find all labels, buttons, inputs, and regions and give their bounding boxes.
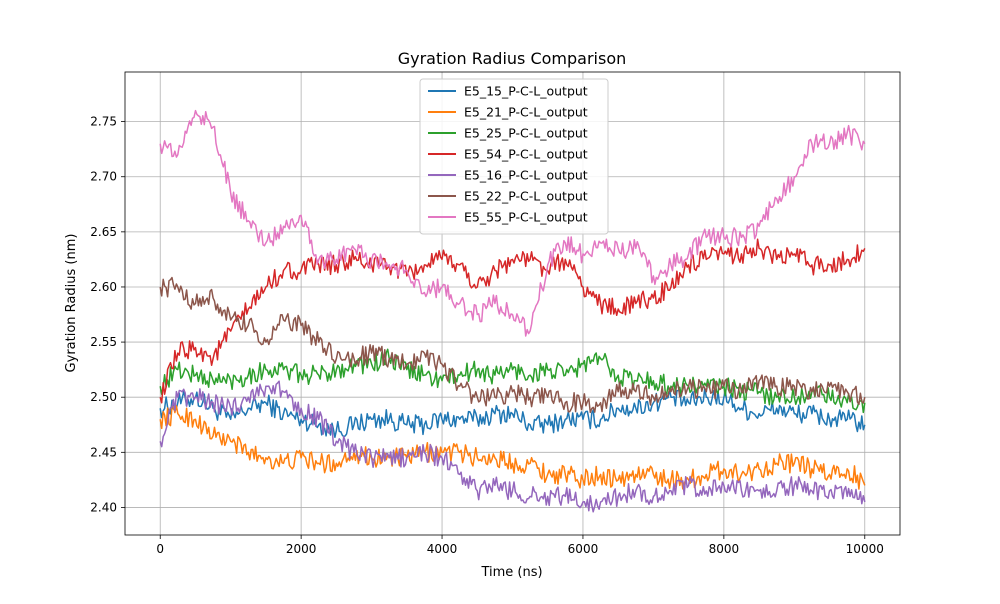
y-tick-label: 2.40: [90, 500, 117, 514]
series-lines: [159, 109, 866, 513]
series-line-E5_15_P-C-L_output: [159, 387, 866, 439]
y-tick-label: 2.65: [90, 225, 117, 239]
legend-box: [419, 78, 609, 235]
axis-ticks: 0 2000 4000 6000 8000 10000 2.40 2.45 2.50 2.55 2.…: [90, 115, 884, 556]
y-tick-label: 2.60: [90, 280, 117, 294]
legend-label: E5_54_P-C-L_output: [464, 147, 588, 162]
y-axis-label: Gyration Radius (nm): [64, 234, 79, 373]
legend-label: E5_22_P-C-L_output: [464, 189, 588, 204]
y-tick-label: 2.50: [90, 390, 117, 404]
x-tick-label: 8000: [709, 542, 740, 556]
y-tick-label: 2.45: [90, 445, 117, 459]
y-tick-label: 2.75: [90, 115, 117, 129]
series-line-E5_25_P-C-L_output: [159, 348, 866, 414]
x-tick-label: 0: [156, 542, 164, 556]
x-tick-label: 6000: [568, 542, 599, 556]
series-line-E5_54_P-C-L_output: [159, 238, 866, 404]
x-tick-label: 10000: [846, 542, 884, 556]
legend-label: E5_21_P-C-L_output: [464, 105, 588, 120]
legend-label: E5_25_P-C-L_output: [464, 126, 588, 141]
series-line-E5_21_P-C-L_output: [159, 405, 866, 490]
series-line-E5_22_P-C-L_output: [159, 276, 866, 414]
chart-title: Gyration Radius Comparison: [398, 49, 627, 68]
x-tick-label: 4000: [427, 542, 458, 556]
series-line-E5_55_P-C-L_output: [159, 109, 866, 337]
y-tick-label: 2.55: [90, 335, 117, 349]
plot-frame: [124, 71, 901, 536]
legend-label: E5_16_P-C-L_output: [464, 168, 588, 183]
series-line-E5_16_P-C-L_output: [159, 380, 866, 513]
x-axis-label: Time (ns): [480, 565, 542, 580]
legend-label: E5_55_P-C-L_output: [464, 210, 588, 225]
x-tick-label: 2000: [286, 542, 317, 556]
legend-label: E5_15_P-C-L_output: [464, 84, 588, 99]
y-tick-label: 2.70: [90, 170, 117, 184]
legend: E5_15_P-C-L_output E5_21_P-C-L_output E5_2…: [419, 78, 609, 235]
